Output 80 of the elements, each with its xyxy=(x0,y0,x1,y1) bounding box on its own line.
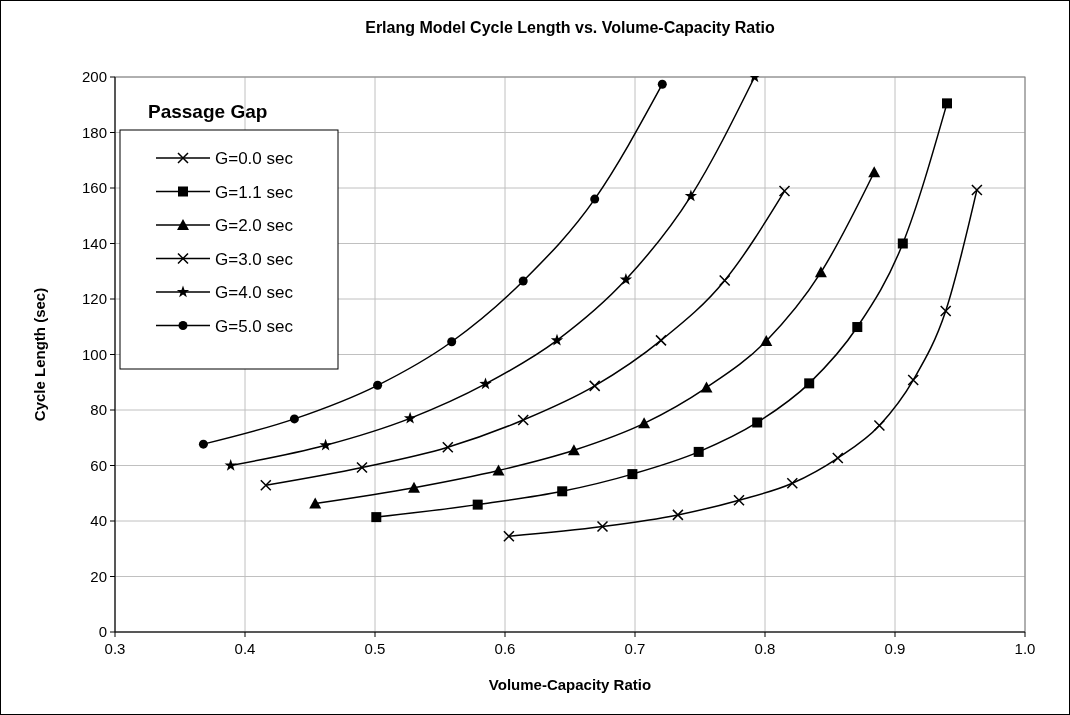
point xyxy=(693,446,704,457)
point xyxy=(518,276,528,286)
x-tick-label: 0.7 xyxy=(624,640,646,657)
point xyxy=(655,334,667,347)
x-tick-label: 0.3 xyxy=(104,640,126,657)
point xyxy=(309,497,322,509)
point xyxy=(868,166,881,178)
point xyxy=(638,417,651,429)
point xyxy=(557,486,568,497)
point xyxy=(718,274,731,287)
y-tick-label: 140 xyxy=(81,234,107,252)
point xyxy=(897,238,908,249)
y-tick-label: 80 xyxy=(90,401,107,418)
point xyxy=(752,417,763,428)
point xyxy=(503,530,515,543)
point xyxy=(657,79,667,89)
legend-label: G=4.0 sec xyxy=(215,283,294,302)
point xyxy=(627,469,638,480)
point xyxy=(672,509,684,521)
x-tick-label: 0.9 xyxy=(884,640,906,657)
point xyxy=(260,479,272,491)
point xyxy=(447,337,457,347)
point xyxy=(590,194,600,204)
point xyxy=(479,377,492,390)
y-tick-label: 40 xyxy=(90,512,107,529)
x-tick-label: 0.5 xyxy=(364,640,386,657)
y-tick-label: 160 xyxy=(81,179,107,196)
point xyxy=(403,411,417,424)
chart-title: Erlang Model Cycle Length vs. Volume-Capacity Ratio xyxy=(365,19,776,36)
point xyxy=(198,439,208,449)
x-tick-label: 0.8 xyxy=(754,640,776,657)
point xyxy=(760,334,773,346)
point xyxy=(289,414,299,424)
point xyxy=(442,441,454,453)
point xyxy=(852,322,863,333)
y-tick-label: 180 xyxy=(81,123,107,141)
y-tick-label: 0 xyxy=(98,623,107,640)
point xyxy=(832,452,844,464)
point xyxy=(371,512,382,523)
y-tick-label: 120 xyxy=(81,290,107,307)
y-tick-label: 20 xyxy=(90,567,107,585)
point xyxy=(804,378,815,389)
point xyxy=(567,444,580,456)
x-tick-label: 1.0 xyxy=(1014,640,1036,657)
legend-label: G=1.1 sec xyxy=(215,182,294,202)
x-tick-label: 0.6 xyxy=(494,640,516,657)
y-tick-label: 100 xyxy=(81,345,107,363)
point xyxy=(873,419,886,432)
point xyxy=(596,520,609,533)
legend-title: Passage Gap xyxy=(148,101,268,122)
y-tick-label: 200 xyxy=(81,68,107,85)
y-tick-label: 60 xyxy=(90,456,107,474)
point xyxy=(408,481,420,493)
point xyxy=(319,438,332,451)
point xyxy=(942,98,952,109)
legend-label: G=5.0 sec xyxy=(215,316,294,336)
point xyxy=(492,464,505,476)
point xyxy=(373,380,383,390)
legend-label: G=3.0 sec xyxy=(215,249,294,269)
point xyxy=(224,459,237,471)
x-axis-title: Volume-Capacity Ratio xyxy=(488,676,652,693)
point xyxy=(588,380,601,392)
point xyxy=(517,414,529,426)
point xyxy=(971,184,983,196)
point xyxy=(907,374,919,386)
point xyxy=(733,494,745,506)
point xyxy=(778,185,791,197)
point xyxy=(619,273,633,285)
point xyxy=(814,266,827,278)
x-tick-label: 0.4 xyxy=(234,640,256,657)
point xyxy=(786,477,799,490)
point xyxy=(939,305,952,317)
point xyxy=(700,381,713,393)
legend-label: G=2.0 sec xyxy=(215,216,294,235)
point xyxy=(356,461,368,474)
point xyxy=(550,333,564,346)
y-axis-title: Cycle Length (sec) xyxy=(31,287,48,422)
legend-label: G=0.0 sec xyxy=(215,149,294,168)
point xyxy=(472,499,483,510)
point xyxy=(684,189,698,202)
